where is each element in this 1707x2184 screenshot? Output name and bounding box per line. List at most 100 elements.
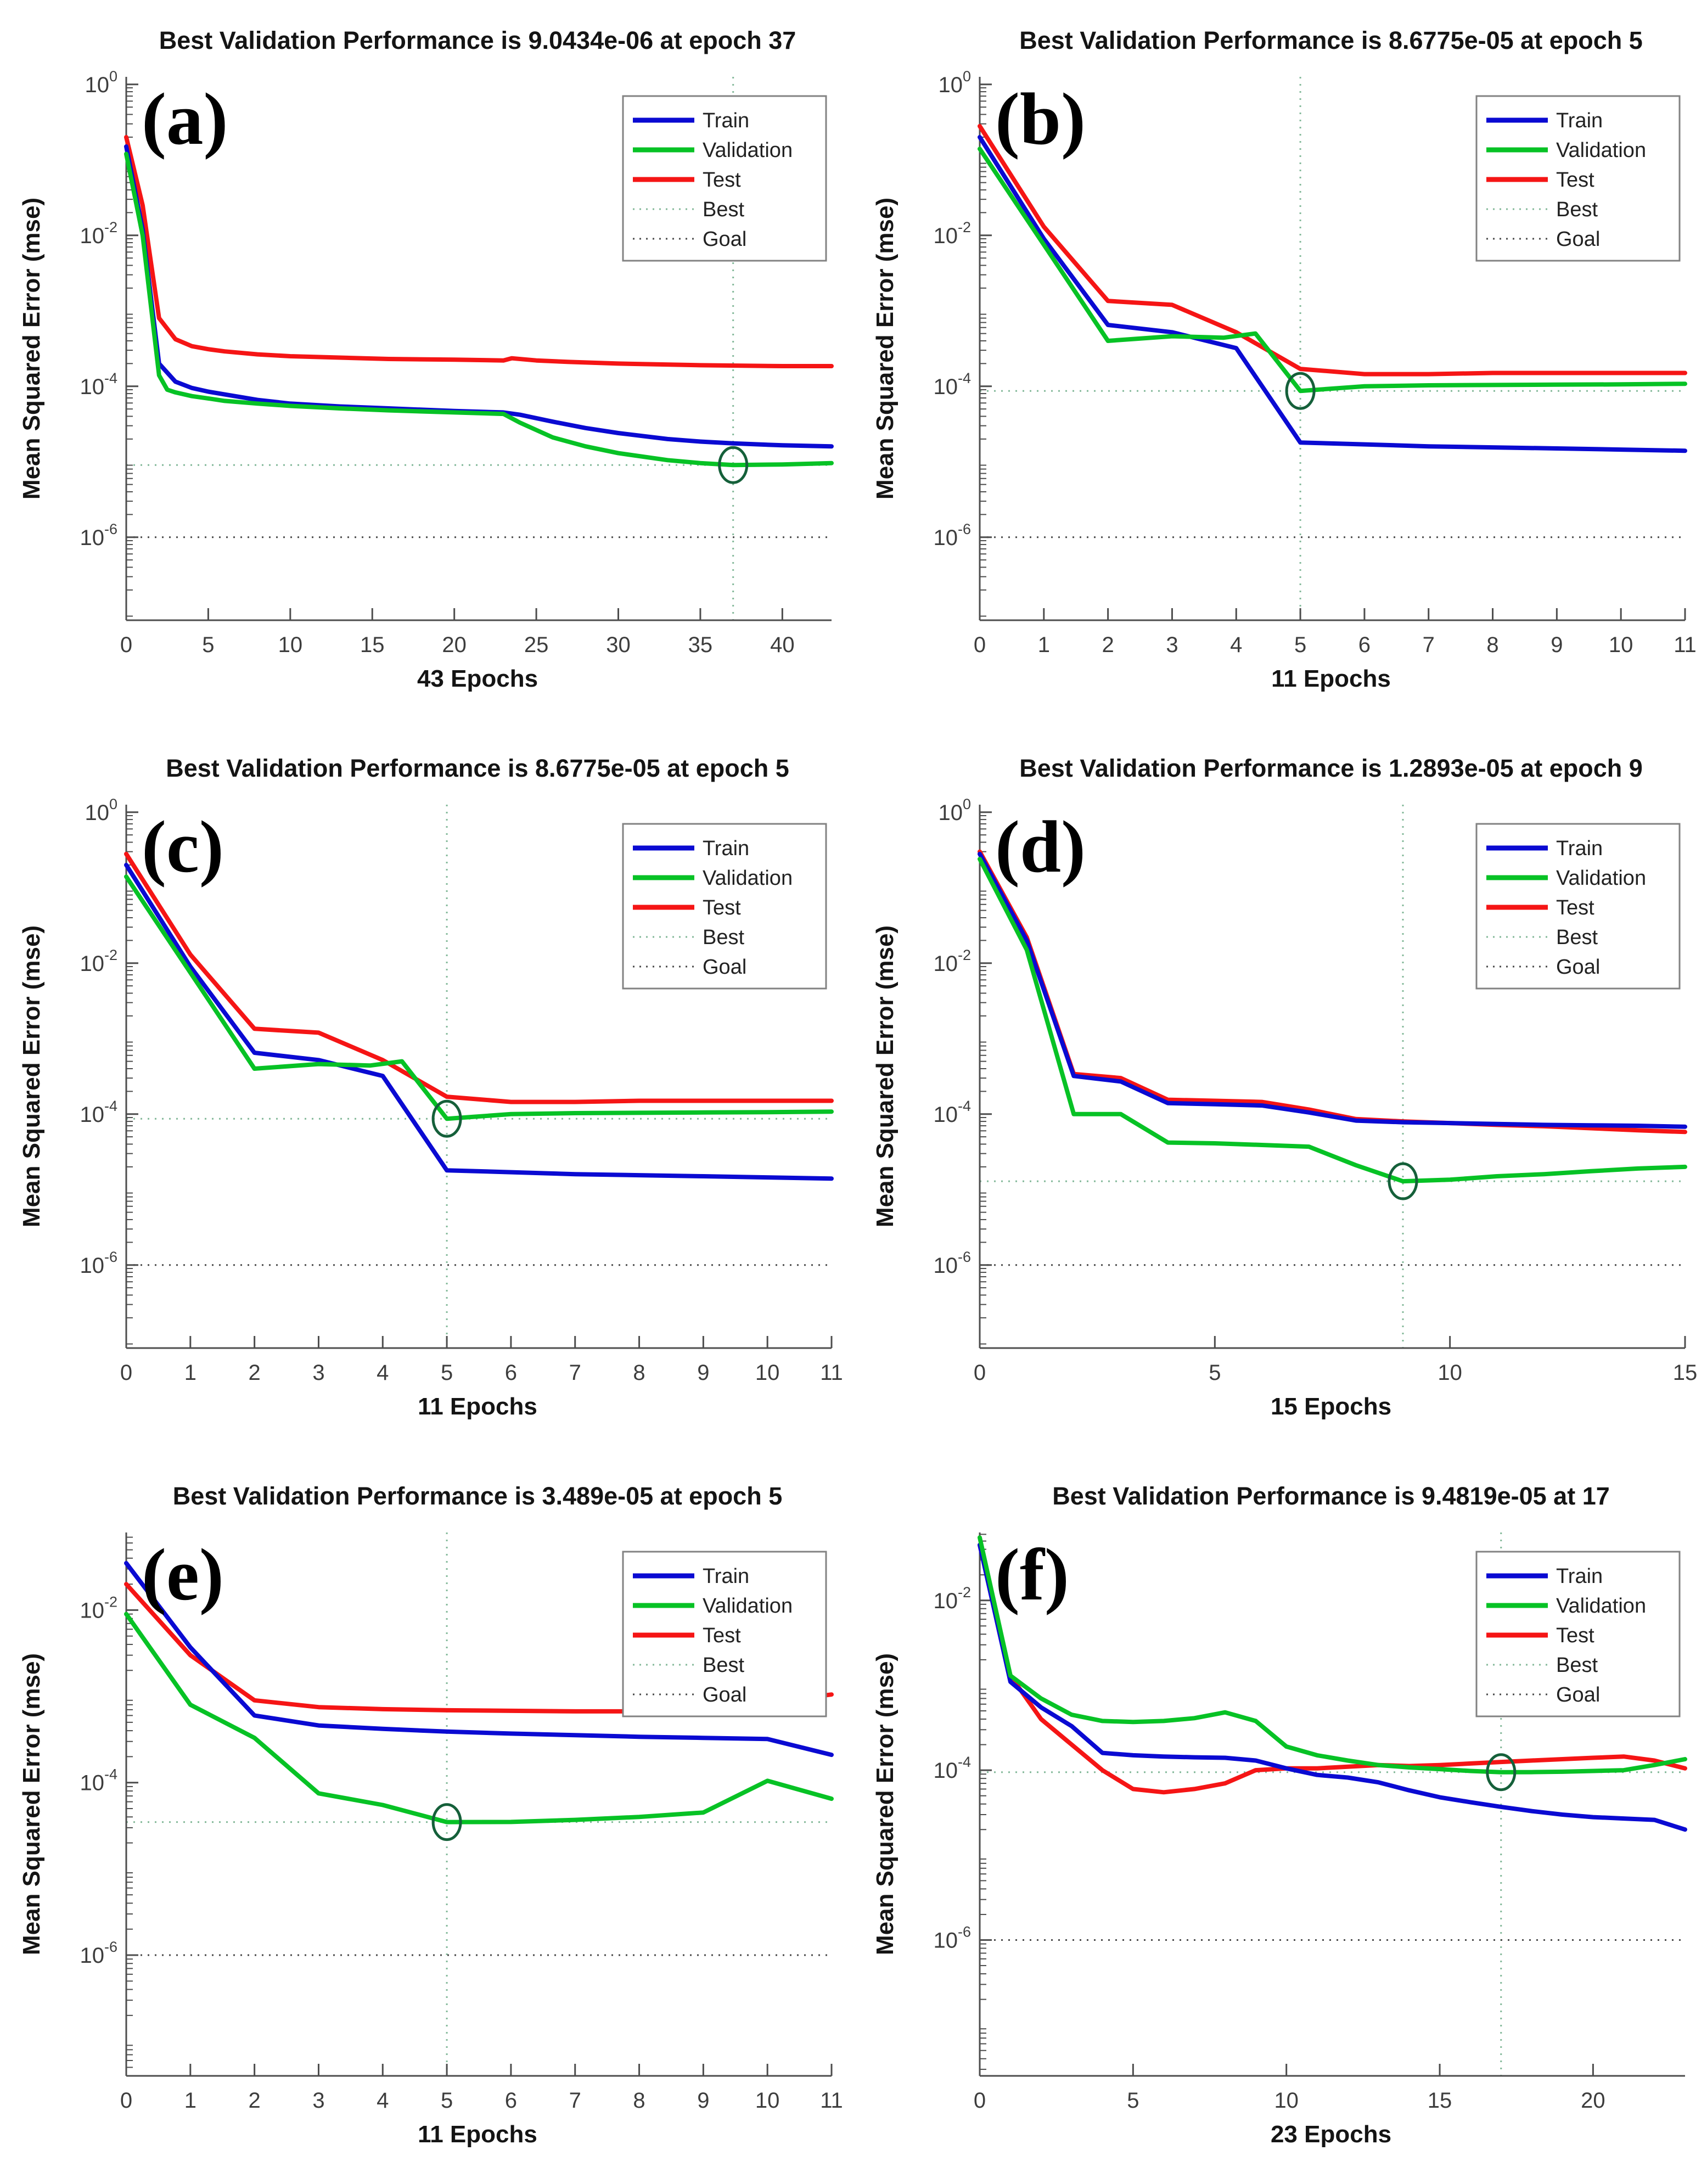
best-point-circle	[1486, 1753, 1517, 1792]
chart-canvas-e: 10-2 10-4 10-6 0 1 2 3 4 5 6 7 8 9 10 11 Train Validatio…	[80, 1532, 843, 2113]
x-tick-label: 40	[770, 633, 795, 657]
legend-label: Best	[703, 926, 744, 949]
train-series-line	[978, 851, 1687, 1129]
best-point-circle	[431, 1803, 462, 1841]
x-tick-label: 0	[974, 2088, 986, 2113]
legend-label: Goal	[703, 956, 746, 979]
train-series-line	[978, 134, 1687, 453]
y-tick-label: 100	[85, 68, 117, 97]
legend-label: Train	[1556, 109, 1603, 132]
y-tick-label: 10-4	[933, 1098, 971, 1127]
x-tick-label: 0	[974, 1361, 986, 1385]
y-tick-label: 10-6	[933, 1249, 971, 1278]
y-tick-label: 10-4	[933, 1754, 971, 1783]
performance-plot-d: 100 10-2 10-4 10-6 0 5 10 15 Train Validation Test…	[854, 728, 1707, 1456]
test-series-line	[124, 134, 834, 368]
x-tick-label: 0	[120, 2088, 132, 2113]
y-tick-label: 10-4	[80, 1766, 117, 1795]
train-series-line	[124, 862, 834, 1181]
legend-label: Best	[703, 1654, 744, 1677]
x-tick-label: 6	[505, 1361, 517, 1385]
train-series-line	[124, 1560, 834, 1758]
legend-label: Goal	[703, 228, 746, 251]
best-point-circle	[431, 1099, 462, 1138]
plot-title: Best Validation Performance is 9.0434e-0…	[159, 26, 796, 54]
plot-title: Best Validation Performance is 3.489e-05…	[172, 1482, 783, 1510]
x-axis-label: 43 Epochs	[417, 665, 538, 692]
best-point-circle	[1285, 372, 1316, 410]
validation-series-line	[978, 857, 1687, 1184]
x-tick-label: 1	[184, 2088, 196, 2113]
x-tick-label: 3	[1166, 633, 1178, 657]
x-tick-label: 4	[377, 2088, 389, 2113]
panel-letter-c: (c)	[142, 806, 224, 888]
legend-label: Train	[703, 1565, 749, 1588]
legend-label: Best	[1556, 198, 1598, 221]
legend-label: Best	[703, 198, 744, 221]
x-tick-label: 1	[1038, 633, 1050, 657]
y-tick-label: 10-6	[933, 521, 971, 550]
legend-label: Test	[1556, 896, 1594, 919]
legend-label: Best	[1556, 1654, 1598, 1677]
x-tick-label: 10	[1438, 1361, 1462, 1385]
legend-label: Goal	[1556, 1683, 1600, 1706]
x-axis-label: 11 Epochs	[418, 2121, 537, 2148]
x-tick-label: 8	[633, 2088, 645, 2113]
performance-plot-f: 10-2 10-4 10-6 0 5 10 15 20 Train Validation Test B…	[854, 1456, 1707, 2183]
legend-label: Test	[703, 896, 741, 919]
x-tick-label: 2	[1102, 633, 1114, 657]
x-tick-label: 4	[377, 1361, 389, 1385]
plot-title: Best Validation Performance is 8.6775e-0…	[1019, 26, 1643, 54]
y-tick-label: 100	[938, 796, 971, 825]
validation-series-line	[124, 1612, 834, 1824]
legend-label: Test	[703, 169, 741, 192]
legend-label: Validation	[703, 867, 793, 890]
x-tick-label: 10	[755, 1361, 780, 1385]
x-tick-label: 10	[1274, 2088, 1299, 2113]
test-series-line	[978, 123, 1687, 377]
x-tick-label: 25	[524, 633, 549, 657]
train-series-line	[978, 1542, 1687, 1832]
legend-label: Validation	[703, 1595, 793, 1618]
x-axis-label: 11 Epochs	[1271, 665, 1391, 692]
panel-letter-b: (b)	[995, 78, 1086, 160]
x-tick-label: 5	[1127, 2088, 1139, 2113]
x-tick-label: 30	[606, 633, 631, 657]
x-tick-label: 8	[633, 1361, 645, 1385]
y-tick-label: 10-4	[933, 370, 971, 399]
chart-canvas-b: 100 10-2 10-4 10-6 0 1 2 3 4 5 6 7 8 9 10 11 Train Valida…	[933, 68, 1696, 657]
legend-label: Validation	[1556, 139, 1646, 162]
y-tick-label: 10-2	[933, 1584, 971, 1613]
chart-canvas-f: 10-2 10-4 10-6 0 5 10 15 20 Train Validation Test B…	[933, 1532, 1687, 2113]
performance-plot-e: 10-2 10-4 10-6 0 1 2 3 4 5 6 7 8 9 10 11 Train Validatio…	[0, 1456, 854, 2183]
panel-letter-e: (e)	[142, 1534, 224, 1616]
panel-letter-a: (a)	[142, 78, 228, 160]
performance-plot-a: 100 10-2 10-4 10-6 0 5 10 15 20 25 30 35 40 Train Vali…	[0, 0, 854, 728]
panel-letter-f: (f)	[995, 1534, 1069, 1616]
x-tick-label: 5	[1294, 633, 1306, 657]
x-tick-label: 20	[442, 633, 467, 657]
y-axis-label: Mean Squared Error (mse)	[872, 1653, 899, 1956]
x-tick-label: 15	[1428, 2088, 1452, 2113]
y-axis-label: Mean Squared Error (mse)	[872, 925, 899, 1228]
x-tick-label: 9	[1551, 633, 1563, 657]
x-tick-label: 20	[1581, 2088, 1605, 2113]
x-tick-label: 1	[184, 1361, 196, 1385]
validation-series-line	[124, 874, 834, 1121]
y-tick-label: 10-4	[80, 370, 117, 399]
x-tick-label: 10	[1609, 633, 1633, 657]
chart-canvas-a: 100 10-2 10-4 10-6 0 5 10 15 20 25 30 35 40 Train Vali…	[80, 68, 834, 657]
legend-label: Validation	[703, 139, 793, 162]
x-tick-label: 0	[974, 633, 986, 657]
plot-title: Best Validation Performance is 1.2893e-0…	[1019, 754, 1643, 782]
test-series-line	[978, 1542, 1687, 1795]
y-axis-label: Mean Squared Error (mse)	[18, 197, 45, 500]
y-tick-label: 10-2	[80, 219, 117, 248]
legend-box	[1475, 95, 1681, 262]
performance-plot-b: 100 10-2 10-4 10-6 0 1 2 3 4 5 6 7 8 9 10 11 Train Valida…	[854, 0, 1707, 728]
x-tick-label: 15	[360, 633, 385, 657]
y-axis-label: Mean Squared Error (mse)	[18, 925, 45, 1228]
x-tick-label: 2	[249, 2088, 261, 2113]
x-tick-label: 6	[505, 2088, 517, 2113]
x-tick-label: 11	[820, 2088, 843, 2113]
